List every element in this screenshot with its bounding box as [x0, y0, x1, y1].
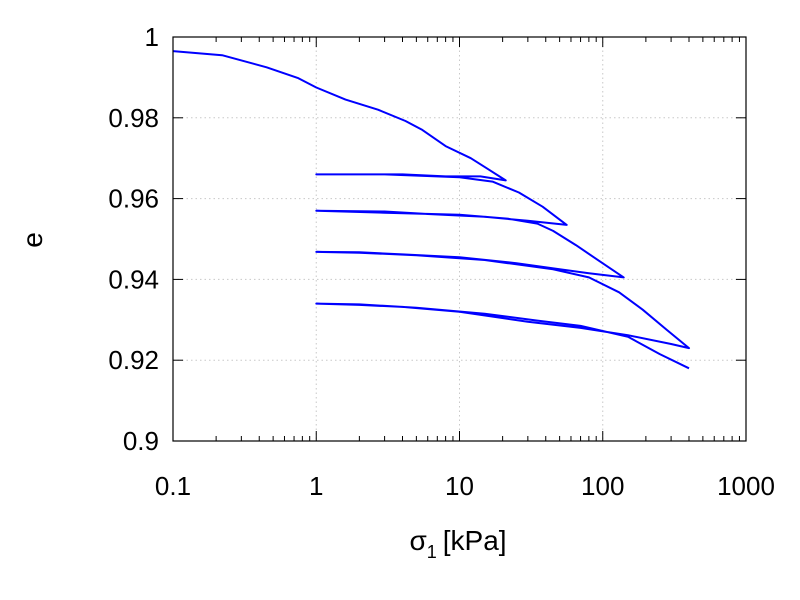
tick-labels: 0.1 1 10 100 1000 0.9 0.92 0.94 0.96 0.98 1 [108, 22, 775, 501]
x-tick-label: 1 [309, 471, 323, 501]
y-tick-label: 0.92 [108, 345, 159, 375]
y-tick-label: 1 [145, 22, 159, 52]
series-layer [172, 50, 690, 370]
x-tick-label: 0.1 [155, 471, 191, 501]
x-tick-label: 100 [581, 471, 624, 501]
x-axis-label: σ1 [kPa] [409, 525, 506, 562]
x-axis-subscript: 1 [427, 542, 437, 562]
y-tick-label: 0.9 [123, 426, 159, 456]
y-tick-label: 0.96 [108, 184, 159, 214]
y-axis-label: e [17, 232, 48, 248]
x-tick-label: 10 [445, 471, 474, 501]
y-tick-label: 0.98 [108, 103, 159, 133]
series-line [172, 50, 690, 370]
x-tick-label: 1000 [717, 471, 775, 501]
y-tick-label: 0.94 [108, 264, 159, 294]
x-axis-symbol: σ [409, 525, 426, 556]
tick-marks [172, 36, 747, 442]
grid-lines [173, 37, 746, 441]
x-axis-unit: [kPa] [443, 525, 507, 556]
